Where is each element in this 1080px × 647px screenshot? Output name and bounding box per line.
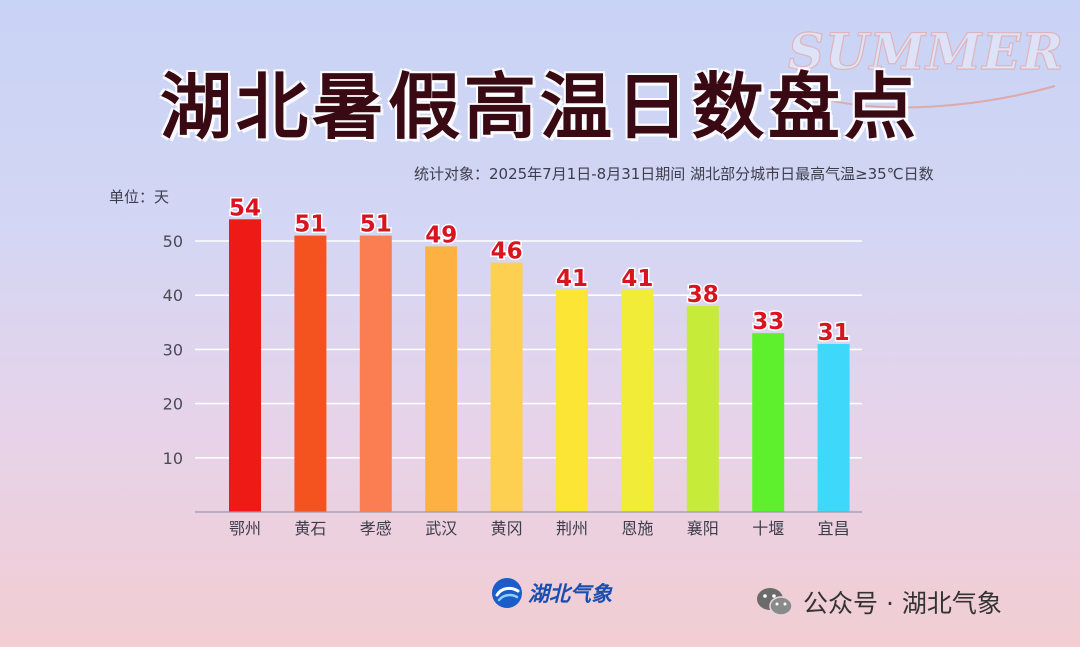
bar	[490, 262, 523, 512]
x-tick-label: 十堰	[752, 519, 784, 538]
data-label: 33	[752, 309, 784, 335]
bar	[229, 219, 261, 512]
data-label: 31	[818, 320, 850, 346]
y-tick-label: 10	[163, 449, 183, 468]
y-tick-label: 20	[163, 395, 183, 414]
data-label: 51	[294, 212, 326, 238]
x-tick-label: 宜昌	[818, 519, 850, 538]
y-tick-label: 50	[163, 232, 183, 251]
y-tick-label: 30	[163, 340, 183, 359]
bar	[686, 306, 719, 512]
summer-swoosh-decoration	[789, 85, 1056, 109]
bar	[817, 343, 850, 512]
y-axis-unit-label: 单位：天	[109, 188, 170, 206]
x-tick-label: 恩施	[621, 519, 653, 538]
wechat-account-text: 公众号 · 湖北气象	[803, 589, 1002, 618]
data-label: 49	[425, 222, 457, 248]
x-tick-label: 黄石	[294, 519, 326, 538]
data-label: 54	[229, 195, 261, 221]
summer-watermark: SUMMER	[787, 21, 1065, 81]
x-tick-label: 孝感	[360, 519, 392, 538]
x-tick-label: 襄阳	[687, 519, 719, 538]
x-tick-label: 鄂州	[229, 519, 261, 538]
page-title: 湖北暑假高温日数盘点	[159, 65, 920, 149]
bar	[556, 289, 588, 512]
data-label: 41	[556, 266, 588, 292]
chart-subtitle: 统计对象：2025年7月1日-8月31日期间 湖北部分城市日最高气温≥35℃日数	[414, 165, 934, 183]
x-tick-label: 黄冈	[491, 519, 523, 538]
data-label: 38	[687, 282, 719, 308]
y-tick-label: 40	[163, 286, 183, 305]
bar	[621, 289, 654, 512]
bar	[752, 333, 785, 512]
bar	[294, 235, 327, 512]
wechat-icon	[757, 588, 793, 616]
bar	[359, 235, 392, 512]
x-tick-label: 武汉	[425, 519, 457, 538]
wechat-account: 公众号 · 湖北气象	[755, 584, 1002, 620]
data-label: 51	[360, 212, 392, 238]
hubei-weather-logo: 湖北气象	[490, 575, 612, 611]
data-label: 41	[621, 266, 653, 292]
hubei-weather-logo-icon	[492, 578, 522, 608]
x-tick-label: 荆州	[556, 519, 588, 538]
logo-text: 湖北气象	[528, 582, 612, 606]
data-label: 46	[491, 239, 523, 265]
bar	[425, 246, 458, 513]
